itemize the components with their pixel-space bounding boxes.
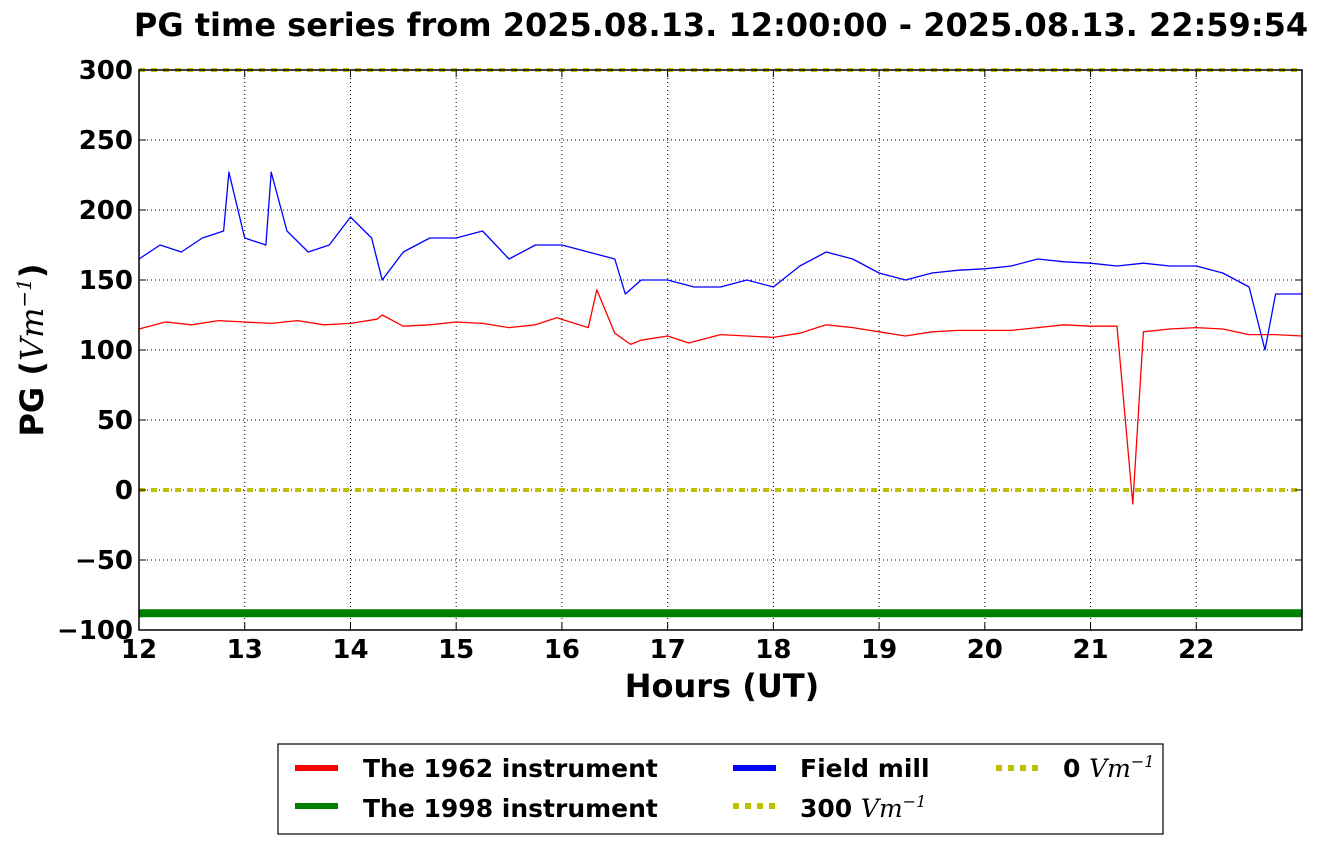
y-tick-label: 300 <box>79 56 133 86</box>
chart-title: PG time series from 2025.08.13. 12:00:00… <box>134 6 1308 44</box>
x-tick-label: 20 <box>967 635 1003 665</box>
y-axis-label: PG (Vm−1) <box>12 263 51 436</box>
legend-label-0-unit: Vm <box>1089 754 1131 783</box>
series-layer <box>138 68 1303 618</box>
y-axis-label-text: PG ( <box>13 361 51 436</box>
legend-label-0-text: 0 <box>1063 754 1089 783</box>
x-tick-label: 13 <box>227 635 263 665</box>
legend-label-300-exp: −1 <box>903 792 927 811</box>
x-tick-label: 14 <box>332 635 368 665</box>
y-tick-label: 100 <box>79 336 133 366</box>
x-tick-label: 16 <box>544 635 580 665</box>
grid-lines <box>139 70 1302 630</box>
x-axis-label: Hours (UT) <box>625 667 820 705</box>
legend-frame <box>277 743 1164 835</box>
x-tick-label: 19 <box>861 635 897 665</box>
y-tick-label: −50 <box>75 546 133 576</box>
y-tick-label: 50 <box>97 406 133 436</box>
y-tick-label: 200 <box>79 196 133 226</box>
legend-label-300: 300 Vm−1 <box>800 792 926 823</box>
legend-label-300-unit: Vm <box>861 794 903 823</box>
x-tick-label: 21 <box>1072 635 1108 665</box>
y-axis-label-close: ) <box>13 263 51 278</box>
legend-label-field-mill: Field mill <box>800 754 930 783</box>
x-tick-label: 17 <box>650 635 686 665</box>
x-tick-label: 22 <box>1178 635 1214 665</box>
x-tick-labels: 12 13 14 15 16 17 18 19 20 21 22 <box>121 635 1214 665</box>
legend-label-300-text: 300 <box>800 794 861 823</box>
x-tick-label: 15 <box>438 635 474 665</box>
legend-label-1998: The 1998 instrument <box>363 794 658 823</box>
legend: The 1962 instrument The 1998 instrument … <box>277 743 1164 835</box>
legend-label-0: 0 Vm−1 <box>1063 752 1154 783</box>
y-tick-label: 150 <box>79 266 133 296</box>
x-tick-label: 12 <box>121 635 157 665</box>
y-axis-label-exponent: −1 <box>12 278 36 307</box>
y-tick-label: 0 <box>115 476 133 506</box>
axis-ticks <box>138 69 1302 631</box>
legend-label-1962: The 1962 instrument <box>363 754 658 783</box>
y-tick-label: −100 <box>57 616 133 646</box>
legend-label-0-exp: −1 <box>1131 752 1155 771</box>
y-tick-label: 250 <box>79 126 133 156</box>
y-tick-labels: −100 −50 0 50 100 150 200 250 300 <box>57 56 133 646</box>
series-line-field-mill <box>138 171 1302 351</box>
series-line-the-1962-instrument <box>138 289 1303 505</box>
x-tick-label: 18 <box>755 635 791 665</box>
y-axis-label-unit: Vm <box>13 308 51 361</box>
